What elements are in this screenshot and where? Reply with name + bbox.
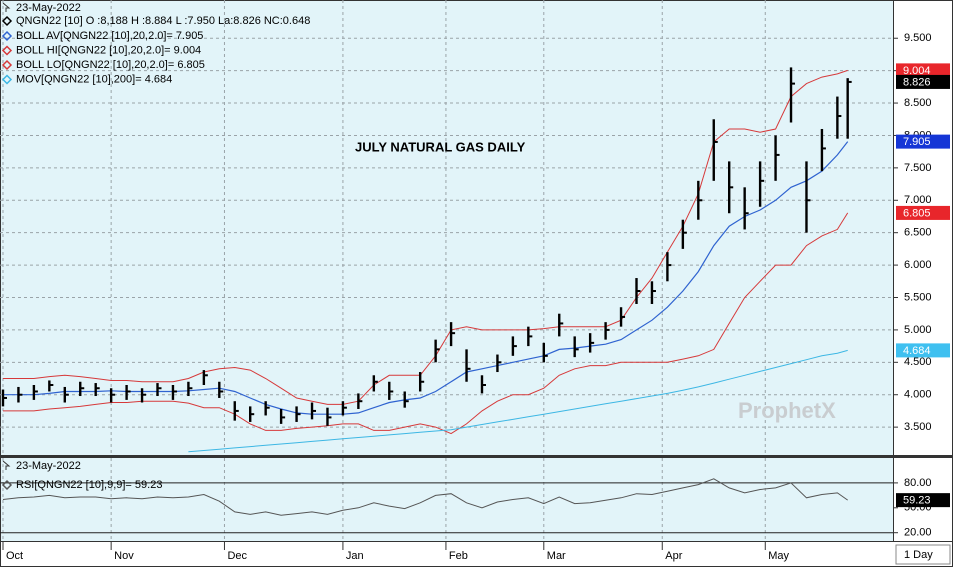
y-tick-label: 6.500: [904, 227, 932, 239]
price-tag-bg: [896, 134, 950, 149]
legend-label: QNGN22 [10] O :8,188 H :8.884 L :7.950 L…: [16, 15, 310, 27]
legend-label: BOLL AV[QNGN22 [10],20,2.0]= 7.905: [16, 30, 203, 42]
price-tag-bg: [896, 493, 950, 508]
y-tick-label: 4.000: [904, 389, 932, 401]
y-tick-label: 7.500: [904, 162, 932, 174]
marks: [1, 67, 852, 516]
price-tag: 8.826: [903, 76, 931, 88]
legend-marker: [1, 45, 13, 56]
series-line: [188, 349, 848, 453]
y-tick-label: 7.000: [904, 194, 932, 206]
price-tag-bg: [896, 63, 950, 78]
grid: Oct Nov Dec Jan Feb Mar Apr May 3.500 4.000 4.500 5…: [0, 0, 932, 562]
price-tag-bg: [896, 205, 950, 220]
y-tick-label: 6.000: [904, 259, 932, 271]
y-tick-label: 5.000: [904, 324, 932, 336]
period[interactable]: 1 Day: [904, 549, 933, 561]
legend-label: RSI[QNGN22 [10],9,9]= 59.23: [16, 479, 162, 491]
legend-label: MOV[QNGN22 [10],200]= 4.684: [16, 73, 172, 85]
legend-label: BOLL LO[QNGN22 [10],20,2.0]= 6.805: [16, 59, 205, 71]
price-tag: 9.004: [903, 65, 931, 77]
y-tick-label: 5.500: [904, 291, 932, 303]
series-line: [3, 212, 849, 435]
price-tag: 6.805: [903, 207, 931, 219]
y-tick-label: 4.500: [904, 356, 932, 368]
series-line: [3, 69, 848, 405]
date-icon: [2, 2, 11, 12]
legend-marker: [1, 15, 13, 27]
x-tick-label: Nov: [114, 550, 134, 562]
chart-title: JULY NATURAL GAS DAILY: [355, 139, 526, 154]
y-tick-label: 9.500: [904, 32, 932, 44]
x-tick-label: Mar: [547, 550, 566, 562]
y-tick-label: 80.00: [904, 477, 932, 489]
price-tag-bg: [896, 74, 950, 89]
x-tick-label: May: [768, 550, 789, 562]
series-line: [3, 141, 849, 415]
x-axis-bg: [0, 541, 953, 567]
x-tick-label: Oct: [6, 550, 23, 562]
x-tick-label: Feb: [449, 550, 468, 562]
y-tick-label: 8.500: [904, 97, 932, 109]
rsi-plot-bg: [0, 458, 893, 541]
price-tag-bg: [896, 343, 950, 358]
y-tick-label: 20.00: [904, 527, 932, 539]
x-tick-label: Apr: [665, 550, 682, 562]
legend-marker: [1, 74, 13, 85]
price-tag: 59.23: [903, 495, 931, 507]
y-tick-label: 3.500: [904, 421, 932, 433]
legend-marker: [1, 59, 13, 71]
date-label: 23-May-2022: [16, 2, 81, 14]
period-box[interactable]: [895, 544, 951, 565]
series-line: [2, 478, 848, 516]
date-icon: [2, 460, 11, 470]
legend-marker: [1, 30, 13, 42]
x-tick-label: Dec: [227, 550, 247, 562]
x-tick-label: Jan: [346, 550, 364, 562]
date-label: 23-May-2022: [16, 460, 81, 472]
price-tag: 7.905: [903, 136, 931, 148]
price-tag: 4.684: [903, 345, 931, 357]
legend-label: BOLL HI[QNGN22 [10],20,2.0]= 9.004: [16, 44, 201, 56]
watermark: ProphetX: [738, 398, 836, 423]
legend-marker: [1, 479, 13, 491]
